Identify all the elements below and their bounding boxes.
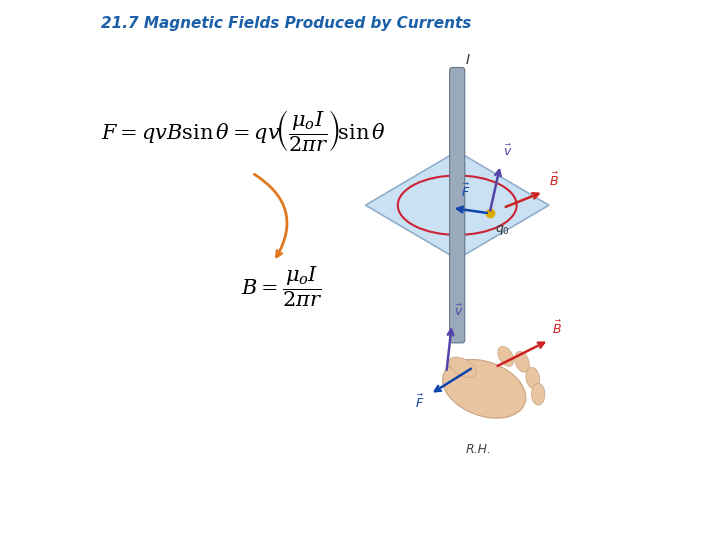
Text: $\vec{F}$: $\vec{F}$	[461, 183, 470, 200]
Text: $\vec{B}$: $\vec{B}$	[549, 172, 559, 189]
Ellipse shape	[443, 360, 526, 418]
Ellipse shape	[498, 347, 514, 366]
Ellipse shape	[515, 352, 529, 372]
Text: R.H.: R.H.	[466, 443, 492, 456]
FancyBboxPatch shape	[449, 68, 465, 343]
Text: $F = qvB\sin\theta = qv\!\left(\dfrac{\mu_o I}{2\pi r}\right)\!\sin\theta$: $F = qvB\sin\theta = qv\!\left(\dfrac{\m…	[101, 108, 386, 154]
Text: $\vec{v}$: $\vec{v}$	[503, 144, 513, 159]
Ellipse shape	[449, 357, 476, 377]
Polygon shape	[365, 151, 549, 259]
Text: $I$: $I$	[465, 53, 471, 68]
Text: $B = \dfrac{\mu_o I}{2\pi r}$: $B = \dfrac{\mu_o I}{2\pi r}$	[241, 265, 323, 309]
Text: $\vec{B}$: $\vec{B}$	[552, 320, 562, 338]
Ellipse shape	[531, 383, 545, 405]
Text: 21.7 Magnetic Fields Produced by Currents: 21.7 Magnetic Fields Produced by Current…	[101, 16, 471, 31]
Text: $\vec{v}$: $\vec{v}$	[454, 303, 464, 319]
Text: $q_0$: $q_0$	[495, 223, 510, 237]
Ellipse shape	[526, 367, 540, 389]
Text: $\vec{F}$: $\vec{F}$	[415, 394, 425, 411]
